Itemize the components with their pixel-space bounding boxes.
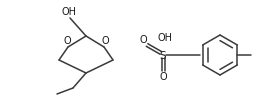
Text: O: O bbox=[139, 35, 147, 45]
Text: OH: OH bbox=[158, 33, 173, 43]
Text: OH: OH bbox=[61, 7, 76, 17]
Text: O: O bbox=[63, 36, 71, 46]
Text: S: S bbox=[160, 51, 166, 60]
Text: O: O bbox=[101, 36, 109, 46]
Text: O: O bbox=[159, 71, 167, 81]
